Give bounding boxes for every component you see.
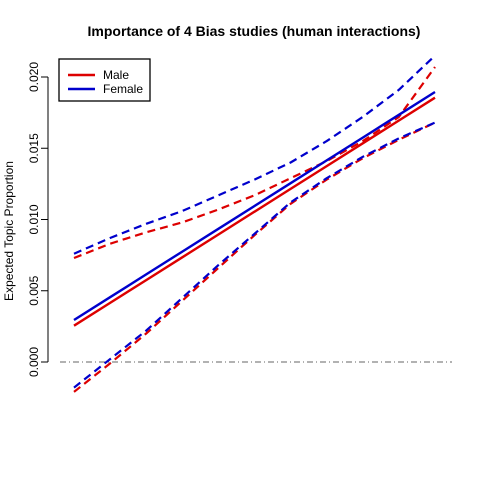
- legend-label-male: Male: [103, 68, 129, 82]
- chart-title: Importance of 4 Bias studies (human inte…: [88, 23, 421, 39]
- y-tick-label: 0.005: [27, 275, 41, 305]
- y-tick-label: 0.020: [27, 62, 41, 92]
- male-upper-ci-line: [73, 66, 436, 260]
- series-lines: [73, 54, 436, 393]
- y-tick-label: 0.000: [27, 347, 41, 377]
- female-estimate-line: [73, 90, 436, 322]
- y-axis-label: Expected Topic Proportion: [2, 161, 16, 301]
- legend-box: [58, 58, 151, 102]
- male-estimate-line: [73, 96, 436, 327]
- female-lower-ci-line: [73, 121, 436, 389]
- y-tick-label: 0.015: [27, 133, 41, 163]
- y-axis: 0.000 0.005 0.010 0.015 0.020: [27, 62, 49, 377]
- y-tick-label: 0.010: [27, 204, 41, 234]
- female-upper-ci-line: [73, 54, 436, 255]
- legend: Male Female: [58, 58, 151, 102]
- legend-label-female: Female: [103, 82, 143, 96]
- male-lower-ci-line: [73, 121, 436, 393]
